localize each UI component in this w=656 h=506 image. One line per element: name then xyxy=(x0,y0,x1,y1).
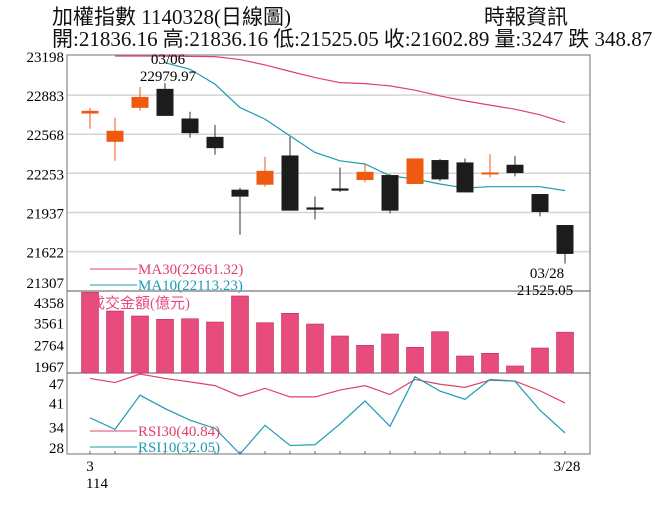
y-tick-label: 21622 xyxy=(27,246,65,262)
legend-rsi10: RSI10(32.05) xyxy=(138,440,220,456)
rsi-y-tick-label: 47 xyxy=(49,377,65,393)
quote-low: 低:21525.05 xyxy=(273,27,379,51)
quote-change: 跌 348.87 xyxy=(568,27,653,51)
ma30-line xyxy=(115,55,566,124)
volume-bar xyxy=(231,295,249,374)
y-tick-label: 21307 xyxy=(27,276,65,292)
candle-body xyxy=(431,160,449,180)
legend-ma30: MA30(22661.32) xyxy=(138,262,243,278)
rsi-y-tick-label: 41 xyxy=(49,396,64,412)
rsi10-line xyxy=(89,375,566,455)
volume-bar xyxy=(181,318,199,374)
plot-frame xyxy=(66,54,591,455)
candle-body xyxy=(81,110,99,114)
volume-bar xyxy=(156,319,174,374)
x-start-label: 3 xyxy=(86,459,94,475)
source-label: 時報資訊 xyxy=(484,5,568,29)
low-annotation-date: 03/28 xyxy=(530,266,564,282)
legend-rsi30: RSI30(40.84) xyxy=(138,424,220,440)
x-end-label: 3/28 xyxy=(554,459,581,475)
volume-bar xyxy=(431,331,449,374)
candle-body xyxy=(156,88,174,116)
high-annotation-value: 22979.97 xyxy=(140,69,197,85)
volume-bar xyxy=(281,313,299,374)
rsi30-line xyxy=(89,373,566,404)
legend-ma10: MA10(22113.23) xyxy=(138,278,243,294)
y-tick-label: 23198 xyxy=(27,50,65,66)
volume-bar xyxy=(481,353,499,374)
volume-bar xyxy=(331,335,349,374)
candle-body xyxy=(331,188,349,191)
volume-bar xyxy=(506,365,524,374)
volume-bar xyxy=(256,322,274,374)
candle-body xyxy=(356,171,374,181)
candle-body xyxy=(231,189,249,197)
chart-title: 加權指數 1140328(日線圖) xyxy=(52,5,291,29)
volume-bar xyxy=(206,321,224,374)
volume-bar xyxy=(531,347,549,374)
high-annotation-date: 03/06 xyxy=(151,52,186,68)
volume-bar xyxy=(131,315,149,374)
candle-body xyxy=(531,194,549,213)
volume-bar xyxy=(456,355,474,374)
volume-bar xyxy=(106,310,124,374)
y-tick-label: 22568 xyxy=(27,128,65,144)
volume-y-tick-label: 3561 xyxy=(34,317,64,333)
rsi-y-tick-label: 34 xyxy=(49,420,65,436)
rsi-y-tick-label: 28 xyxy=(49,441,64,457)
volume-bar xyxy=(406,346,424,374)
candle-body xyxy=(256,170,274,185)
candle-body xyxy=(556,225,574,254)
candle-body xyxy=(131,96,149,108)
quote-close: 收:21602.89 xyxy=(383,27,490,51)
quote-open: 開:21836.16 xyxy=(52,27,158,51)
candle-body xyxy=(481,172,499,175)
low-annotation-value: 21525.05 xyxy=(517,283,573,299)
volume-y-tick-label: 4358 xyxy=(34,296,64,312)
volume-bar xyxy=(306,323,324,374)
volume-title: 成交金額(億元) xyxy=(90,294,190,312)
quote-volume: 量:3247 xyxy=(494,27,564,51)
candle-body xyxy=(281,155,299,211)
candle-body xyxy=(306,207,324,210)
candle-body xyxy=(381,175,399,211)
volume-bar xyxy=(356,344,374,374)
x-start-sublabel: 114 xyxy=(86,476,108,492)
y-tick-label: 22883 xyxy=(27,89,65,105)
candle-body xyxy=(206,136,224,149)
volume-bar xyxy=(381,333,399,374)
candle-body xyxy=(456,162,474,193)
volume-bar xyxy=(556,331,574,374)
y-tick-label: 22253 xyxy=(27,167,65,183)
volume-bar xyxy=(81,291,99,374)
candle-body xyxy=(106,130,124,142)
quote-summary: 開:21836.16 高:21836.16 低:21525.05 收:21602.89… xyxy=(52,28,656,50)
volume-y-tick-label: 2764 xyxy=(34,338,65,354)
volume-y-tick-label: 1967 xyxy=(34,360,65,376)
y-tick-label: 21937 xyxy=(27,206,65,222)
candle-body xyxy=(406,158,424,184)
quote-high: 高:21836.16 xyxy=(162,27,269,51)
candle-body xyxy=(506,164,524,174)
candle-body xyxy=(181,118,199,134)
